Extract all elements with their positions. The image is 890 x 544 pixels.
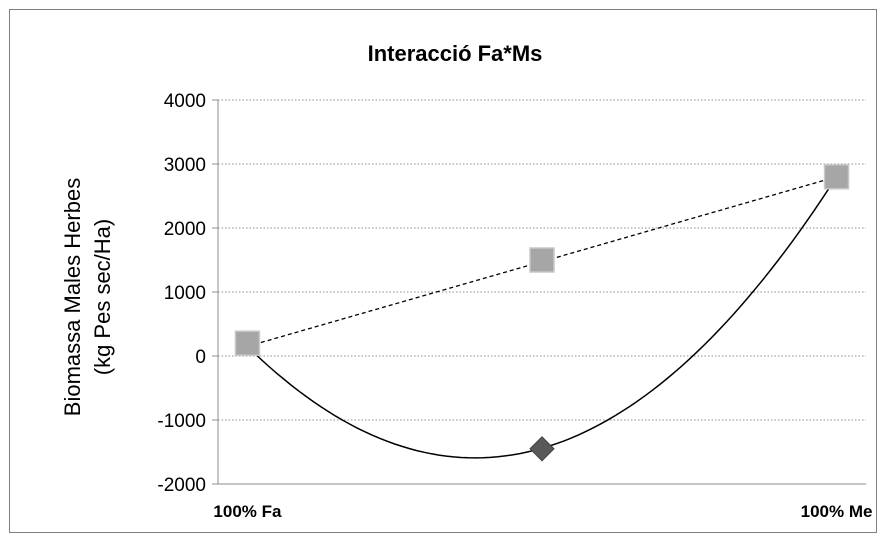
square-marker bbox=[823, 164, 850, 190]
y-axis-title-line: Biomassa Males Herbes bbox=[60, 178, 85, 416]
grid-lines bbox=[218, 99, 866, 421]
data-points bbox=[234, 164, 850, 462]
x-tick-labels: 100% Fa 100% Me bbox=[213, 502, 872, 521]
diamond-marker bbox=[529, 436, 555, 462]
y-tick-label: 1000 bbox=[164, 283, 206, 304]
x-tick-label: 100% Me bbox=[801, 502, 873, 521]
y-tick-label: 3000 bbox=[164, 155, 206, 176]
trend-lines bbox=[246, 176, 838, 459]
square-marker bbox=[529, 247, 555, 273]
y-tick-label: -1000 bbox=[157, 411, 206, 432]
y-axis-title-line: (kg Pes sec/Ha) bbox=[90, 219, 115, 376]
y-tick-label: 2000 bbox=[164, 219, 206, 240]
chart-svg: Interacció Fa*Ms 4000 3000 2000 1000 0 -1000 -… bbox=[60, 41, 872, 521]
axes bbox=[212, 99, 866, 485]
y-axis-label: Biomassa Males Herbes (kg Pes sec/Ha) bbox=[60, 178, 115, 416]
x-tick-label: 100% Fa bbox=[213, 502, 282, 521]
y-tick-label: -2000 bbox=[157, 475, 206, 496]
square-marker bbox=[234, 330, 261, 356]
chart-area: Interacció Fa*Ms 4000 3000 2000 1000 0 -1000 -… bbox=[9, 9, 877, 533]
y-tick-label: 4000 bbox=[164, 91, 206, 112]
curved-trend-line bbox=[246, 176, 838, 459]
y-tick-label: 0 bbox=[195, 347, 206, 368]
chart-title: Interacció Fa*Ms bbox=[368, 41, 543, 66]
y-axis-title: Biomassa Males Herbes (kg Pes sec/Ha) bbox=[60, 178, 115, 416]
y-tick-labels: 4000 3000 2000 1000 0 -1000 -2000 bbox=[157, 91, 206, 496]
